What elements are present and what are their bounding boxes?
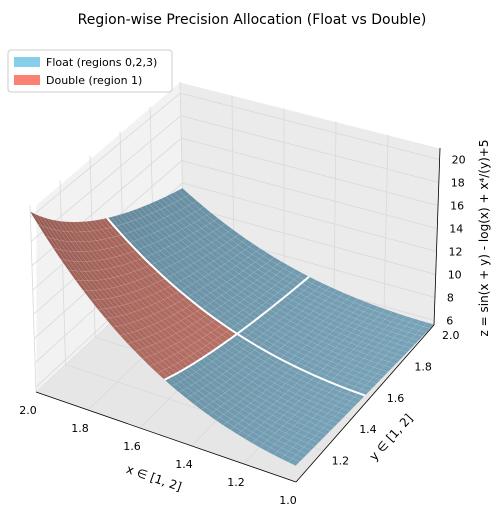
back-gridline-y [59, 180, 66, 365]
legend: Float (regions 0,2,3) Double (region 1) [7, 49, 173, 93]
x-tick-label: 2.0 [19, 404, 37, 417]
side-gridline-z [181, 137, 439, 206]
y-axis-line [295, 324, 435, 483]
surface-patch-float [177, 187, 190, 198]
x-tick-label: 1.0 [279, 494, 297, 507]
x-tick-label: 1.2 [227, 476, 245, 489]
z-tick-label: 12 [449, 245, 463, 258]
x-tick-label: 1.8 [71, 422, 89, 435]
y-tick-label: 1.4 [359, 423, 377, 436]
y-tick-label: 1.8 [414, 360, 432, 373]
back-gridline-z [30, 92, 181, 218]
surface-plot [29, 187, 435, 466]
side-gridline-x [383, 134, 389, 312]
y-axis-label: y ∈ [1, 2] [367, 411, 416, 463]
y-tick-label: 2.0 [442, 329, 460, 342]
z-tick-label: 10 [448, 268, 462, 281]
legend-swatch-float [14, 57, 40, 67]
x-axis-line [35, 391, 297, 483]
z-tick-label: 18 [451, 177, 465, 190]
z-axis-label: z = sin(x + y) - log(x) + x⁴/(y)+5 [477, 140, 491, 337]
x-tick-label: 1.6 [123, 440, 141, 453]
chart-title: Region-wise Precision Allocation (Float … [78, 12, 427, 28]
y-tick-label: 1.6 [387, 392, 405, 405]
legend-label-float: Float (regions 0,2,3) [46, 56, 157, 69]
x-tick-label: 1.4 [175, 458, 193, 471]
z-tick-label: 20 [452, 154, 466, 167]
legend-swatch-double [14, 75, 40, 85]
z-tick-label: 8 [447, 291, 454, 304]
tick-labels: 1.0 1.2 1.4 1.6 1.8 2.0 1.2 1.4 1.6 1.8 2.0 6 8 10 12 1… [19, 154, 465, 508]
region-boundary-y [106, 217, 366, 397]
side-gridline-z [182, 205, 436, 275]
back-gridline-y [29, 204, 37, 393]
side-gridline-z [180, 115, 439, 183]
z-tick-label: 14 [449, 223, 463, 236]
side-gridline-z [182, 182, 437, 252]
y-tick-label: 1.2 [332, 455, 350, 468]
legend-box [7, 49, 173, 93]
legend-label-double: Double (region 1) [46, 74, 142, 87]
z-tick-label: 6 [446, 314, 453, 327]
side-gridline-z [180, 92, 440, 160]
z-axis-line [433, 147, 441, 326]
side-gridline-z [181, 160, 438, 229]
z-tick-label: 16 [450, 200, 464, 213]
side-gridline-x [333, 121, 337, 298]
back-gridline-z [30, 115, 182, 242]
